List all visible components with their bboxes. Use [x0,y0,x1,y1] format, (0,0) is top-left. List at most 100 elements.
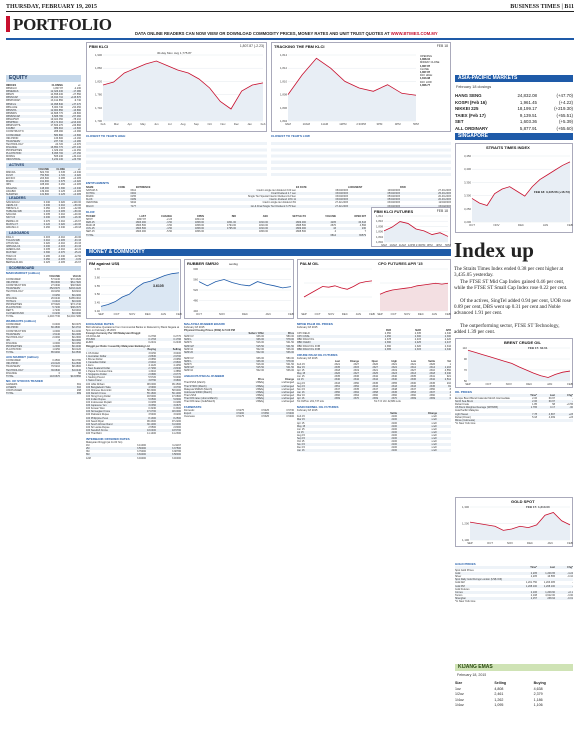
kernel-row-cell: Dec 15 [297,446,305,450]
fairwaste-row-cell: 0.5325 [261,415,269,419]
col-close: CLOSE [56,168,65,171]
leader-row-cell: +50.00 [73,204,81,208]
cpo-futures-row-cell: May 15 [297,372,306,376]
mpob-row-cell: 2,344 [444,344,451,348]
entitlement-row-cell: 03/03/2015 [335,198,348,202]
cpo-futures-row-cell: 2347 [372,387,378,391]
tracking-chart-title: TRACKING THE FBM KLCI [274,44,325,49]
active-row: IRIS 188,000 0.260 +0.005 [6,183,81,186]
noc-row-cell: UNCHANGED [6,389,23,392]
mpob-row-cell: 2,335 [414,332,421,336]
main-market-row-cell: $185.0910 [69,296,81,300]
col-exdate: EX DATE [296,186,307,189]
asean-row-cell: unchanged [281,387,294,391]
y-tick-label: 1,810 [376,219,383,223]
mpob-row-cell: 2,360 [384,344,391,348]
fx-row-cell: 5.8000 [173,397,181,401]
mpob-row-cell: 2,420 [444,338,451,342]
klcif-row-cell: 1810.00 [258,221,268,225]
x-tick-label: 3PM [427,243,433,247]
index-row-cell: 1,807.87 [53,87,63,91]
entitlement-row: INAVIONE 9044 Interim single tier dividend… [86,201,451,204]
fx-top-row-cell: 0.2431 [148,341,156,345]
main-market-row-cell: 0.0230 [52,312,60,316]
ace-row-cell: TECHNOLOGY [6,368,24,372]
cpo-futures-row: May 15 2326 2327 2325 2323 2313 2318 6,040 [297,372,451,376]
fx-row-cell: 3.0670 [173,404,181,408]
entitlement-row-cell: 12/03/2015 [438,201,451,205]
index-row-cell: 14,808.770 [50,111,63,115]
rubber-row-cell: 536.00 [286,369,294,373]
index-row-cell: IND-PROD [6,136,19,140]
gold-row-cell: +0.1 [568,590,573,594]
warrants-row-cell: PLANTATION [6,348,22,352]
index-row-cell: -9.740 [73,99,81,103]
fx-row: 1 Brunei Dollar 2.6650 2.6950 [86,358,181,361]
cpo-futures-row-cell: 2321 [334,362,340,366]
x-tick-label: OCT [487,541,493,545]
entitlement-row-cell: 10/03/2015 [387,189,400,193]
index-row: INDUSTRIAL 3,232.130 +26.790 [6,158,81,162]
fx-row-cell: 100 Japanese Yen [86,404,107,408]
fx-row-cell: 100 Danish Krone [86,391,107,395]
rubber-board-table: MALAYSIA RUBBER BOARD February 18 2015 P… [184,322,294,418]
oil-row-cell: 4,667 [548,412,555,416]
entitlement-row-cell: 27-02-2015 [335,204,348,208]
gold-row-cell: 1,201.750 [525,581,537,585]
kernel-row: Aug 15 2100 unch [297,434,451,437]
index-row: TRAD/SERV 237.740 +0.280 [6,139,81,143]
oil-row: Dubai Crude 1.85 58 +0.55 [455,403,573,406]
y-tick-label: 1,808 [376,224,383,228]
index-row-cell: +34.110 [72,155,81,159]
klcif-row-cell: 34,643 [358,221,366,225]
main-market-row-cell: 57.9130 [50,278,60,282]
fx-row-cell: 43.5700 [171,428,181,432]
asia-pacific-cell: (+219.30) [554,106,573,112]
close-value: 1,807.87 [420,71,431,75]
y-tick-label: 1,860 [95,66,102,70]
oil-row-cell: Dubai (Oman) [455,415,471,419]
index-row-cell: TECHNOLOGY [6,142,24,146]
col-settle: Settle [390,412,397,416]
interbank-row: 2M 3.56000 3.37500 [86,447,181,451]
fx-row: 1 Papua N Guinea Kina 1.3410 1.3850 [86,370,181,373]
active-row: DAGANG 148,000 0.390 +0.040 [6,186,81,190]
klci-futures-title: FBM KLCI FUTURES [374,209,414,214]
cpo-futures-row-cell: 2355 [391,381,397,385]
laggard-row-cell: -9.09 [75,257,81,261]
cpo-futures-row-cell: 2345 [429,381,435,385]
laggard-row-cell: 0.280 [43,254,50,258]
banner-url[interactable]: WWW.BTIMES.COM.MY [390,31,438,36]
laggard-row-cell: 0.010 [43,239,50,243]
cpo-futures-row-cell: 2348 [391,387,397,391]
main-market-row-cell: 26.6440 [50,296,60,300]
rubber-row: SMR GP 515.50 541.50 [184,344,294,348]
leader-row: SAM-WA 0.035 0.010 +40.00 [6,213,81,216]
x-tick-label: DEC [242,312,248,316]
kernel-row-cell: 2100 [391,421,397,425]
asia-pacific-cell: SET [455,119,464,125]
klcif-col: LAST [139,215,146,218]
index-row: PROPERTIES 1,329.160 +11.450 [6,149,81,152]
warrants-row-cell: $2.4710 [71,326,81,330]
x-tick-label: 5PM [413,122,419,126]
rubber-board-date: February 18 2015 [184,326,205,329]
cpo-futures-row: Jul 15 2340 2342 2344 2340 2336 2342 2,512 [297,378,451,382]
fx-row: 100 Hong Kong Dollar 46.5000 47.0800 [86,395,181,398]
fx-row-cell: 5.5720 [148,376,156,380]
cpo-futures-row-cell: Feb 15 [297,362,305,366]
mpob-row: RBD OLEIN 2,390 2,425 2,447 [297,341,451,345]
y-tick-label: 1,802 [376,240,383,244]
klcif-row-cell [114,234,146,237]
klcif-row-cell: 7 [364,230,366,234]
oil-col: Chg* [567,394,573,397]
fx-top-row: US DOLLAR 0.2766 0.2770 [86,335,181,338]
rubber-row-cell: SMR 5 [184,341,192,345]
active-row-cell: 203,600 [39,177,49,181]
fx-top-row-cell: US DOLLAR [86,335,101,339]
y-tick-label: 1,812 [376,214,383,218]
cpo-col: Settle [428,359,435,363]
oil-col: Last [549,394,555,397]
kernel-row-cell: unch [431,443,437,447]
